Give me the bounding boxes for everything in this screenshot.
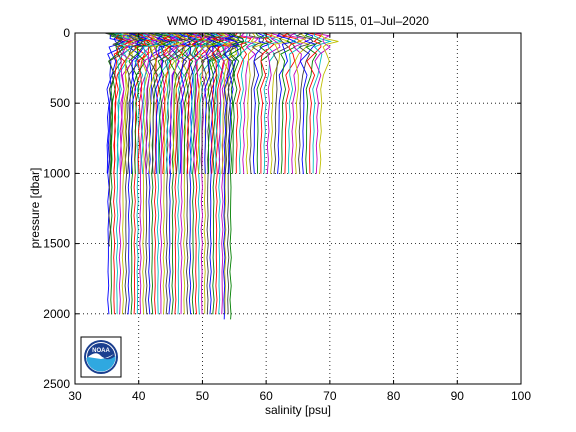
profile-line xyxy=(136,32,155,174)
y-tick-label: 1000 xyxy=(43,166,70,180)
profile-line xyxy=(314,32,331,174)
profile-line xyxy=(299,32,317,174)
profile-line xyxy=(130,32,149,174)
logo-lower-wave xyxy=(86,354,116,372)
x-tick-label: 100 xyxy=(511,389,531,403)
profile-line xyxy=(294,32,310,174)
x-tick-label: 60 xyxy=(259,389,273,403)
profile-line xyxy=(162,32,178,174)
y-axis-title: pressure [dbar] xyxy=(28,168,42,249)
profile-line xyxy=(211,32,231,174)
chart-title: WMO ID 4901581, internal ID 5115, 01–Jul… xyxy=(167,14,429,28)
profile-line xyxy=(190,32,210,174)
profile-line xyxy=(255,32,273,174)
profile-line xyxy=(197,32,218,174)
logo-wordmark: NOAA xyxy=(92,348,110,354)
profile-line xyxy=(203,32,222,174)
profile-line xyxy=(252,32,271,174)
profile-line xyxy=(192,32,213,174)
profile-line xyxy=(125,32,144,315)
profile-line xyxy=(127,32,144,174)
profile-line xyxy=(306,32,323,174)
y-tick-label: 1500 xyxy=(43,237,70,251)
y-tick-label: 500 xyxy=(50,96,70,110)
profile-line xyxy=(153,32,173,174)
profile-line xyxy=(245,32,265,174)
profile-line xyxy=(259,32,275,174)
profile-line xyxy=(113,32,134,174)
profile-line xyxy=(219,32,239,174)
profile-line xyxy=(148,32,167,174)
profile-line xyxy=(186,32,206,174)
y-tick-label: 0 xyxy=(63,26,70,40)
profile-line xyxy=(280,32,296,174)
profile-line xyxy=(276,32,297,174)
profile-line xyxy=(122,32,140,174)
x-tick-label: 50 xyxy=(196,389,210,403)
y-tick-label: 2500 xyxy=(43,377,70,391)
profile-line xyxy=(133,32,152,315)
profile-line xyxy=(225,32,245,320)
profile-line xyxy=(182,32,201,174)
profile-line xyxy=(319,32,339,174)
profile-line xyxy=(196,32,217,174)
profile-line xyxy=(295,32,314,174)
profile-line xyxy=(304,32,323,174)
noaa-logo: NOAA xyxy=(80,336,122,378)
y-tick-label: 2000 xyxy=(43,307,70,321)
x-tick-label: 40 xyxy=(132,389,146,403)
profile-line xyxy=(230,32,248,174)
profile-line xyxy=(174,32,191,315)
profile-line xyxy=(167,32,185,174)
x-tick-label: 80 xyxy=(387,389,401,403)
profile-line xyxy=(211,32,227,174)
profile-line xyxy=(204,32,223,174)
profile-line xyxy=(248,32,265,174)
profile-line xyxy=(106,32,125,174)
profile-line xyxy=(270,32,291,174)
profile-line xyxy=(113,32,133,174)
logo-bird-icon xyxy=(88,353,114,359)
grid-lines xyxy=(75,33,521,384)
x-tick-label: 90 xyxy=(451,389,465,403)
profile-line xyxy=(262,32,283,174)
x-tick-label: 30 xyxy=(68,389,82,403)
profile-line xyxy=(155,33,172,174)
y-axis: 0 500 1000 1500 2000 2500 xyxy=(43,26,521,391)
x-axis-title: salinity [psu] xyxy=(265,403,331,417)
profile-line xyxy=(272,32,290,174)
profile-line xyxy=(215,32,235,315)
profile-line xyxy=(312,32,332,174)
profile-line xyxy=(281,32,302,174)
profile-line xyxy=(216,32,233,174)
profile-line xyxy=(266,32,282,174)
profile-line xyxy=(134,32,151,315)
profile-line xyxy=(180,32,199,315)
profile-line xyxy=(134,32,151,174)
profile-line xyxy=(287,32,307,174)
profile-line xyxy=(226,32,243,315)
profile-line xyxy=(233,32,252,174)
profile-line xyxy=(120,32,139,174)
profile-line xyxy=(104,32,124,247)
profile-line xyxy=(141,32,160,174)
x-tick-label: 70 xyxy=(323,389,337,403)
profile-line xyxy=(239,32,257,174)
profile-line xyxy=(240,32,259,174)
plot-area-frame xyxy=(74,32,522,385)
profile-line xyxy=(174,32,192,174)
profile-line xyxy=(142,32,163,174)
profile-line xyxy=(147,32,168,174)
salinity-profiles xyxy=(104,32,339,320)
x-axis: 30 40 50 60 70 80 90 100 xyxy=(68,33,531,403)
profile-line xyxy=(288,32,302,174)
